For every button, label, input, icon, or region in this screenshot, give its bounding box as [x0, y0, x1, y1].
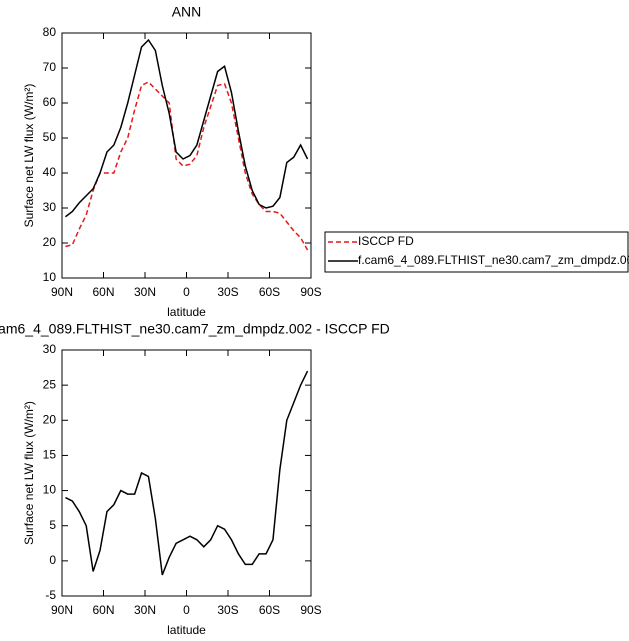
- x-tick-label: 0: [183, 285, 190, 299]
- x-tick-label: 90S: [300, 285, 321, 299]
- y-axis-label: Surface net LW flux (W/m²): [22, 401, 36, 545]
- legend-box: [324, 231, 629, 273]
- y-tick-label: 20: [43, 412, 57, 426]
- plot-frame: [61, 32, 312, 279]
- x-axis-label: latitude: [167, 305, 206, 319]
- chart-title: f.cam6_4_089.FLTHIST_ne30.cam7_zm_dmpdz.…: [0, 321, 390, 337]
- x-tick-label: 60S: [259, 603, 280, 617]
- legend-label: f.cam6_4_089.FLTHIST_ne30.cam7_zm_dmpdz.…: [358, 253, 629, 267]
- x-tick-label: 30S: [217, 603, 238, 617]
- y-tick-label: 15: [43, 448, 57, 462]
- y-tick-label: 5: [49, 518, 56, 532]
- y-tick-label: 10: [43, 270, 57, 284]
- x-tick-label: 60S: [259, 285, 280, 299]
- y-tick-label: 70: [43, 60, 57, 74]
- y-tick-label: 10: [43, 483, 57, 497]
- series-line: [65, 38, 309, 218]
- y-tick-label: 30: [43, 342, 57, 356]
- y-axis-label: Surface net LW flux (W/m²): [22, 84, 36, 228]
- x-axis-label: latitude: [167, 623, 206, 637]
- x-tick-label: 90N: [51, 285, 73, 299]
- y-tick-label: 40: [43, 165, 57, 179]
- y-tick-label: 30: [43, 200, 57, 214]
- x-tick-label: 30N: [134, 603, 156, 617]
- plot-frame: [61, 349, 312, 597]
- y-tick-label: 80: [43, 25, 57, 39]
- y-tick-label: 25: [43, 377, 57, 391]
- y-tick-label: 60: [43, 95, 57, 109]
- legend-label: ISCCP FD: [358, 234, 414, 248]
- chart-title: ANN: [172, 4, 202, 20]
- x-tick-label: 60N: [92, 285, 114, 299]
- y-tick-label: -5: [45, 588, 56, 602]
- y-tick-label: 20: [43, 235, 57, 249]
- y-tick-label: 50: [43, 130, 57, 144]
- x-tick-label: 0: [183, 603, 190, 617]
- x-tick-label: 30N: [134, 285, 156, 299]
- y-tick-label: 0: [49, 553, 56, 567]
- x-tick-label: 90S: [300, 603, 321, 617]
- x-tick-label: 60N: [92, 603, 114, 617]
- x-tick-label: 90N: [51, 603, 73, 617]
- series-line: [65, 81, 309, 251]
- series-line: [65, 370, 309, 576]
- x-tick-label: 30S: [217, 285, 238, 299]
